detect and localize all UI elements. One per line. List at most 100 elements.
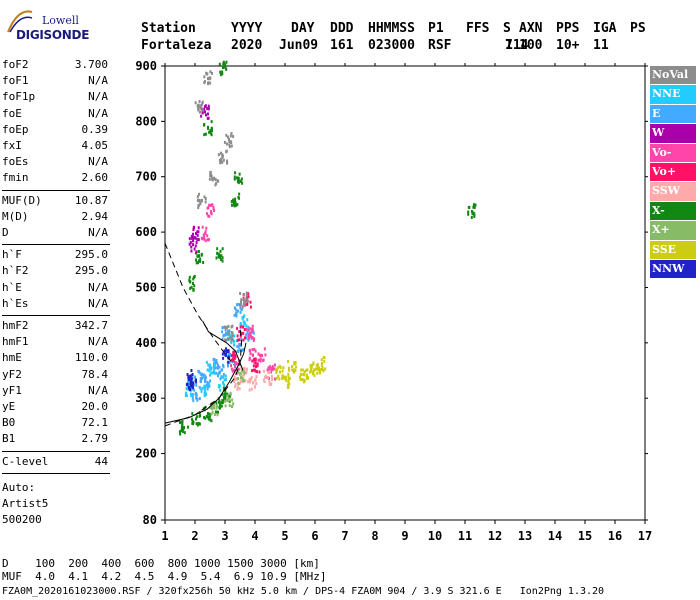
data-point-e bbox=[216, 361, 219, 365]
data-point-noval bbox=[209, 81, 212, 85]
data-point-sse bbox=[288, 382, 291, 386]
data-point-x- bbox=[203, 122, 206, 126]
data-point-w bbox=[203, 107, 206, 111]
data-point-x- bbox=[219, 254, 221, 258]
data-point-noval bbox=[241, 305, 244, 309]
data-point-x- bbox=[232, 198, 235, 202]
data-point-w bbox=[197, 238, 200, 242]
data-point-x- bbox=[205, 414, 208, 418]
data-point-nne bbox=[191, 392, 194, 396]
data-point-e bbox=[219, 370, 221, 374]
param-value: N/A bbox=[88, 280, 108, 294]
data-point-e bbox=[214, 366, 217, 370]
data-point-sse bbox=[315, 367, 317, 371]
data-point-x- bbox=[189, 280, 192, 284]
data-point-ssw bbox=[255, 374, 258, 378]
data-point-x- bbox=[225, 67, 228, 71]
data-point-e bbox=[222, 373, 225, 377]
data-point-noval bbox=[220, 157, 223, 161]
data-point-nne bbox=[224, 374, 227, 378]
data-point-noval bbox=[209, 171, 212, 175]
param-value: 295.0 bbox=[74, 248, 108, 262]
data-point-x- bbox=[233, 204, 236, 208]
data-point-ssw bbox=[255, 382, 258, 386]
param-name: foF1 bbox=[2, 74, 29, 88]
data-point-nne bbox=[213, 364, 216, 368]
data-point-noval bbox=[207, 77, 209, 81]
data-point-nne bbox=[184, 391, 187, 395]
data-point-w bbox=[194, 244, 197, 248]
data-point-e bbox=[242, 348, 245, 352]
x-tick-label: 10 bbox=[428, 529, 442, 543]
data-point-x- bbox=[181, 430, 184, 434]
data-point-ssw bbox=[269, 382, 272, 386]
param-row: B1 2.79 bbox=[2, 432, 108, 448]
data-point-sse bbox=[306, 376, 309, 380]
data-point-e bbox=[215, 360, 218, 364]
param-row: B0 72.1 bbox=[2, 416, 108, 432]
data-point-x- bbox=[220, 401, 223, 405]
data-point-w bbox=[192, 243, 194, 247]
data-point-vo+ bbox=[256, 370, 259, 374]
data-point-x- bbox=[221, 259, 224, 263]
data-point-x+ bbox=[223, 399, 226, 403]
data-point-noval bbox=[222, 158, 225, 162]
data-point-x- bbox=[233, 177, 236, 181]
data-point-vo+ bbox=[256, 362, 259, 366]
data-point-x- bbox=[221, 256, 224, 260]
data-point-x- bbox=[470, 215, 473, 219]
data-point-x- bbox=[218, 62, 221, 66]
data-point-x+ bbox=[213, 412, 216, 416]
data-point-x- bbox=[228, 399, 231, 403]
data-point-x- bbox=[208, 130, 211, 134]
data-point-nne bbox=[222, 375, 225, 379]
data-point-e bbox=[227, 364, 230, 368]
data-point-sse bbox=[281, 376, 284, 380]
muf-distance-table: D 100 200 400 600 800 1000 1500 3000 [km… bbox=[2, 557, 327, 583]
data-point-sse bbox=[292, 368, 295, 372]
data-point-noval bbox=[214, 183, 217, 187]
curve-trace bbox=[164, 342, 247, 424]
data-point-x- bbox=[209, 418, 212, 422]
data-point-e bbox=[215, 371, 218, 375]
data-point-vo- bbox=[202, 233, 205, 237]
autoscale-text: 500200 bbox=[2, 512, 42, 526]
data-point-x- bbox=[219, 249, 222, 253]
data-point-sse bbox=[318, 370, 321, 374]
data-point-vo- bbox=[254, 349, 257, 353]
data-point-w bbox=[196, 233, 199, 237]
data-point-noval bbox=[220, 159, 223, 163]
data-point-w bbox=[204, 104, 207, 108]
data-point-nne bbox=[246, 318, 249, 322]
param-row: foEs N/A bbox=[2, 155, 108, 171]
data-point-ssw bbox=[245, 369, 248, 373]
data-point-e bbox=[203, 375, 206, 379]
data-point-x- bbox=[198, 254, 200, 258]
data-point-sse bbox=[320, 364, 323, 368]
data-point-x- bbox=[183, 425, 185, 429]
data-point-x- bbox=[472, 203, 475, 207]
data-point-x- bbox=[198, 414, 201, 418]
data-point-x+ bbox=[212, 402, 215, 406]
y-tick-label: 80 bbox=[143, 513, 157, 527]
data-point-sse bbox=[305, 368, 308, 372]
data-point-x- bbox=[208, 414, 211, 418]
data-point-vo- bbox=[266, 368, 269, 372]
logo-arc-icon bbox=[7, 10, 33, 33]
data-point-nne bbox=[230, 340, 233, 344]
data-point-nne bbox=[228, 334, 231, 338]
data-point-x- bbox=[182, 427, 185, 431]
data-point-ssw bbox=[233, 375, 236, 379]
data-point-x- bbox=[225, 60, 228, 64]
data-point-e bbox=[205, 383, 208, 387]
data-point-x+ bbox=[237, 382, 240, 386]
data-point-vo- bbox=[207, 238, 210, 242]
data-point-nnw bbox=[188, 387, 191, 391]
data-point-vo- bbox=[235, 362, 238, 366]
data-point-e bbox=[246, 331, 249, 335]
data-point-x- bbox=[230, 203, 233, 207]
data-point-sse bbox=[279, 370, 281, 374]
header-label: P1 bbox=[428, 21, 444, 36]
data-point-w bbox=[191, 235, 194, 239]
data-point-nnw bbox=[221, 352, 224, 356]
